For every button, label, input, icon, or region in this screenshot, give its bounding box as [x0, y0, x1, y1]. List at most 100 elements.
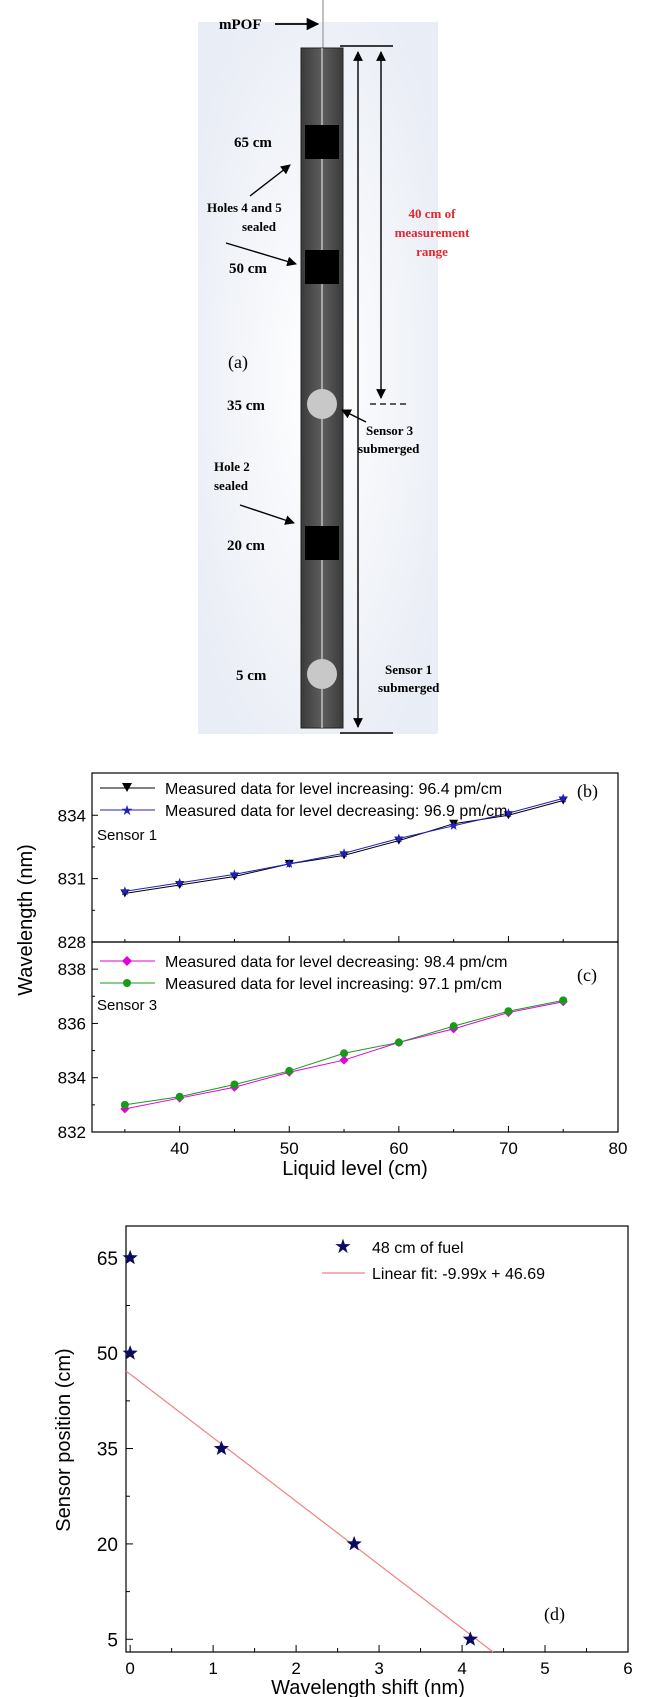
chart-d-y-tick-label-4: 65: [97, 1249, 118, 1270]
chart-d-x-tick-label-4: 4: [457, 1659, 466, 1678]
chart-c-series-2-point-3: [285, 1066, 294, 1075]
panel-label-b: (b): [577, 781, 598, 802]
position-label-50: 50 cm: [229, 261, 267, 277]
chart-d-x-tick-label-6: 6: [623, 1659, 632, 1678]
chart-d-y-tick-label-3: 50: [97, 1344, 118, 1365]
sensor1-line1: Sensor 1: [385, 662, 432, 677]
chart-c-series-1-point-4: [339, 1055, 349, 1065]
chart-d-point-4: [462, 1631, 478, 1646]
holes45-arrow-up: [249, 164, 291, 197]
panel-label-d: (d): [544, 1604, 565, 1625]
position-label-5: 5 cm: [236, 668, 267, 684]
chart-c-series-2-point-6: [449, 1022, 458, 1031]
chart-b-y-tick-label-2: 834: [58, 806, 86, 825]
chart-d-x-tick-label-3: 3: [374, 1659, 383, 1678]
chart-c-series-2-point-5: [394, 1038, 403, 1047]
chart-b-inner-label: Sensor 1: [97, 827, 157, 844]
chart-b-series-2-point-3: [284, 858, 295, 868]
chart-b-series-2-point-8: [558, 793, 568, 803]
position-label-65: 65 cm: [234, 135, 272, 151]
legend-d-marker: ★: [334, 1234, 352, 1258]
panel-label-c: (c): [577, 965, 597, 986]
chart-b-series-2-point-4: [339, 848, 349, 858]
panel-label-a: (a): [228, 352, 248, 373]
chart-c-series-2-point-0: [120, 1100, 129, 1109]
legend-b-series-1-marker: [122, 783, 132, 792]
legend-c-series-2-marker: [123, 979, 131, 987]
chart-c-y-tick-label-2: 836: [58, 1014, 86, 1033]
legend-c-series-2-label: Measured data for level increasing: 97.1…: [165, 976, 502, 993]
chart-c-series-2-point-1: [175, 1092, 184, 1101]
position-label-20: 20 cm: [227, 538, 265, 554]
range-line2: measurement: [395, 225, 471, 240]
range-line3: range: [416, 244, 448, 259]
hole-2: [305, 526, 339, 560]
diagram-panel-a: mPOF 65 cm 50 cm 35 cm 20 cm 5 cm (a) Ho…: [198, 0, 470, 734]
hole-5: [305, 125, 339, 159]
chart-c-legend: Measured data for level decreasing: 98.4…: [100, 954, 507, 993]
chart-d-point-1: [122, 1345, 138, 1360]
sensor3-line2: submerged: [358, 441, 420, 456]
legend-b-series-2-label: Measured data for level decreasing: 96.9…: [165, 803, 507, 820]
chart-b: 828 831 834 Measured data for level increa…: [58, 772, 619, 952]
chart-c: 832 834 836 838 40 50 60 70 80 Measured data for…: [58, 941, 628, 1180]
legend-c-series-1-label: Measured data for level decreasing: 98.4…: [165, 954, 507, 971]
position-label-35: 35 cm: [227, 398, 265, 414]
chart-d-y-tick-label-1: 20: [97, 1535, 118, 1556]
chart-c-x-tick-label-2: 60: [389, 1139, 408, 1158]
chart-b-series-2-point-5: [394, 833, 404, 843]
chart-d-point-0: [122, 1249, 138, 1265]
hole2-line1: Hole 2: [214, 459, 250, 474]
chart-d-fit-line: [125, 1370, 494, 1653]
hole-4: [305, 250, 339, 284]
chart-c-series-2-point-7: [504, 1007, 513, 1016]
legend-d-fit-label: Linear fit: -9.99x + 46.69: [372, 1266, 545, 1283]
hole2-arrow: [239, 504, 295, 525]
chart-c-series-2-point-4: [340, 1049, 349, 1058]
chart-c-x-tick-label-0: 40: [170, 1139, 189, 1158]
chart-c-x-tick-label-1: 50: [280, 1139, 299, 1158]
chart-b-y-tick-label-1: 831: [58, 870, 86, 889]
legend-b-series-1-label: Measured data for level increasing: 96.4…: [165, 781, 502, 798]
chart-d-frame: [125, 1225, 629, 1653]
chart-c-x-axis-label: Liquid level (cm): [282, 1158, 428, 1180]
chart-b-series-2-point-6: [448, 820, 459, 830]
chart-c-x-tick-label-4: 80: [609, 1139, 628, 1158]
chart-d-y-tick-label-0: 5: [107, 1630, 118, 1651]
chart-d-x-tick-label-2: 2: [291, 1659, 300, 1678]
sensor-3: [307, 389, 337, 419]
chart-c-y-tick-label-0: 832: [58, 1123, 86, 1142]
fiber-label: mPOF: [219, 17, 262, 33]
chart-d-x-tick-label-0: 0: [125, 1659, 134, 1678]
chart-d-x-tick-label-1: 1: [208, 1659, 217, 1678]
chart-d-point-3: [346, 1535, 362, 1551]
chart-c-frame: [91, 941, 619, 1133]
chart-d-x-axis-label: Wavelength shift (nm): [271, 1677, 465, 1697]
chart-c-inner-label: Sensor 3: [97, 997, 157, 1014]
chart-d-y-tick-label-2: 35: [97, 1440, 118, 1461]
chart-d-legend: ★ 48 cm of fuel Linear fit: -9.99x + 46.…: [322, 1234, 545, 1283]
chart-d-x-tick-label-5: 5: [540, 1659, 549, 1678]
chart-c-y-tick-label-1: 834: [58, 1069, 86, 1088]
chart-b-series-2-point-0: [120, 886, 130, 896]
chart-c-series-2-point-2: [230, 1080, 239, 1089]
shared-y-axis-label: Wavelength (nm): [15, 844, 37, 996]
chart-d-y-axis-label: Sensor position (cm): [53, 1348, 75, 1531]
hole2-line2: sealed: [214, 478, 249, 493]
chart-c-y-tick-label-3: 838: [58, 960, 86, 979]
sensor3-line1: Sensor 3: [366, 423, 414, 438]
sensor1-line2: submerged: [378, 680, 440, 695]
chart-d-point-2: [213, 1440, 230, 1456]
chart-b-y-tick-label-0: 828: [58, 933, 86, 952]
range-line1: 40 cm of: [409, 206, 457, 221]
legend-b-series-2-marker: ★: [121, 803, 134, 819]
legend-c-series-1-marker: [122, 956, 132, 966]
chart-c-series-2-point-8: [559, 996, 568, 1005]
chart-b-frame: [91, 772, 619, 943]
chart-b-legend: Measured data for level increasing: 96.4…: [100, 781, 507, 820]
holes45-arrow-down: [225, 242, 297, 267]
chart-b-series-2-point-7: [503, 808, 514, 818]
sensor-1: [307, 659, 337, 689]
